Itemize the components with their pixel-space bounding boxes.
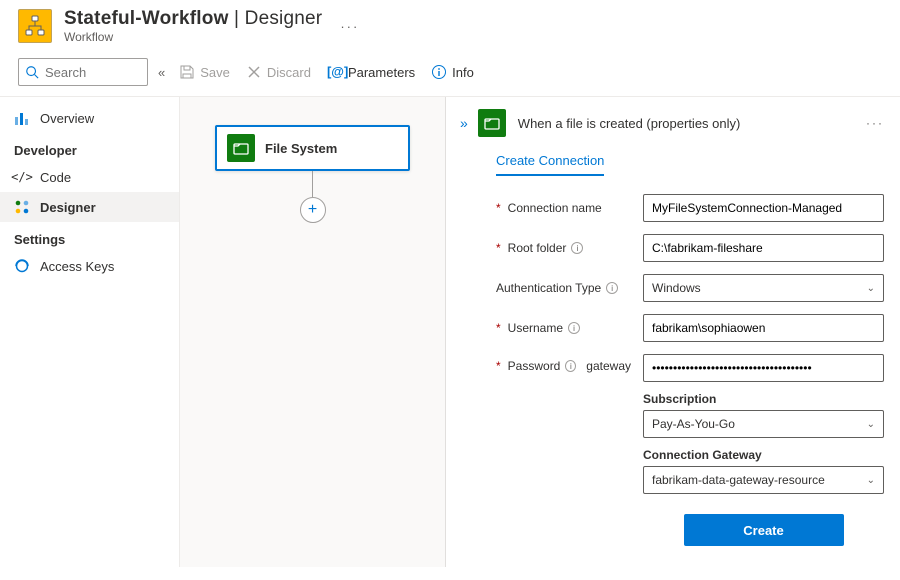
- save-icon: [179, 64, 195, 80]
- overview-icon: [14, 110, 30, 126]
- file-system-icon: [478, 109, 506, 137]
- label-root-folder: *Root folderi: [496, 241, 631, 255]
- file-system-icon: [227, 134, 255, 162]
- discard-button[interactable]: Discard: [246, 64, 311, 80]
- panel-collapse-icon[interactable]: »: [460, 115, 468, 131]
- username-input[interactable]: [643, 314, 884, 342]
- auth-type-select[interactable]: Windows⌄: [643, 274, 884, 302]
- info-icon[interactable]: i: [571, 242, 583, 254]
- connector-line: [312, 171, 313, 197]
- label-connection-gateway: Connection Gateway: [643, 448, 884, 462]
- designer-icon: [14, 199, 30, 215]
- designer-canvas: File System +: [180, 97, 445, 567]
- subscription-select[interactable]: Pay-As-You-Go⌄: [643, 410, 884, 438]
- search-input[interactable]: [45, 65, 135, 80]
- label-password-gateway: *Password igateway: [496, 354, 631, 373]
- access-keys-icon: [14, 258, 30, 274]
- panel-more-icon[interactable]: ···: [866, 116, 884, 130]
- workflow-node-file-system[interactable]: File System: [215, 125, 410, 171]
- sidebar-item-overview[interactable]: Overview: [0, 103, 179, 133]
- info-icon[interactable]: i: [565, 360, 576, 372]
- info-icon[interactable]: i: [568, 322, 580, 334]
- connection-name-input[interactable]: [643, 194, 884, 222]
- sidebar-item-code[interactable]: </> Code: [0, 162, 179, 192]
- sidebar-section-developer: Developer: [0, 133, 179, 162]
- sidebar-item-label: Overview: [40, 111, 94, 126]
- root-folder-input[interactable]: [643, 234, 884, 262]
- connection-gateway-select[interactable]: fabrikam-data-gateway-resource⌄: [643, 466, 884, 494]
- create-button[interactable]: Create: [684, 514, 844, 546]
- sidebar-item-access-keys[interactable]: Access Keys: [0, 251, 179, 281]
- workflow-node-label: File System: [265, 141, 337, 156]
- search-input-wrapper[interactable]: [18, 58, 148, 86]
- page-subtitle: Workflow: [64, 30, 322, 44]
- label-auth-type: Authentication Typei: [496, 281, 631, 295]
- sidebar-section-settings: Settings: [0, 222, 179, 251]
- password-input[interactable]: [643, 354, 884, 382]
- add-step-button[interactable]: +: [300, 197, 326, 223]
- tab-create-connection[interactable]: Create Connection: [496, 153, 604, 176]
- info-icon[interactable]: i: [606, 282, 618, 294]
- workflow-app-icon: [18, 9, 52, 43]
- chevron-down-icon: ⌄: [867, 419, 875, 430]
- page-title: Stateful-Workflow | Designer: [64, 8, 322, 30]
- sidebar: Overview Developer </> Code Designer Set…: [0, 97, 180, 567]
- sidebar-item-label: Code: [40, 170, 71, 185]
- chevron-down-icon: ⌄: [867, 475, 875, 486]
- chevron-down-icon: ⌄: [867, 283, 875, 294]
- panel-title: When a file is created (properties only): [518, 116, 741, 131]
- info-button[interactable]: Info: [431, 64, 474, 80]
- save-button[interactable]: Save: [179, 64, 230, 80]
- discard-icon: [246, 64, 262, 80]
- search-icon: [25, 65, 39, 79]
- sidebar-item-designer[interactable]: Designer: [0, 192, 179, 222]
- label-subscription: Subscription: [643, 392, 884, 406]
- sidebar-item-label: Access Keys: [40, 259, 114, 274]
- parameters-button[interactable]: [@] Parameters: [327, 64, 415, 80]
- properties-panel: » When a file is created (properties onl…: [445, 97, 900, 567]
- parameters-icon: [@]: [327, 64, 343, 80]
- collapse-sidebar-icon[interactable]: «: [158, 65, 165, 80]
- header-more-icon[interactable]: ···: [340, 19, 359, 34]
- label-username: *Usernamei: [496, 321, 631, 335]
- label-connection-name: *Connection name: [496, 201, 631, 215]
- code-icon: </>: [14, 169, 30, 185]
- sidebar-item-label: Designer: [40, 200, 96, 215]
- info-icon: [431, 64, 447, 80]
